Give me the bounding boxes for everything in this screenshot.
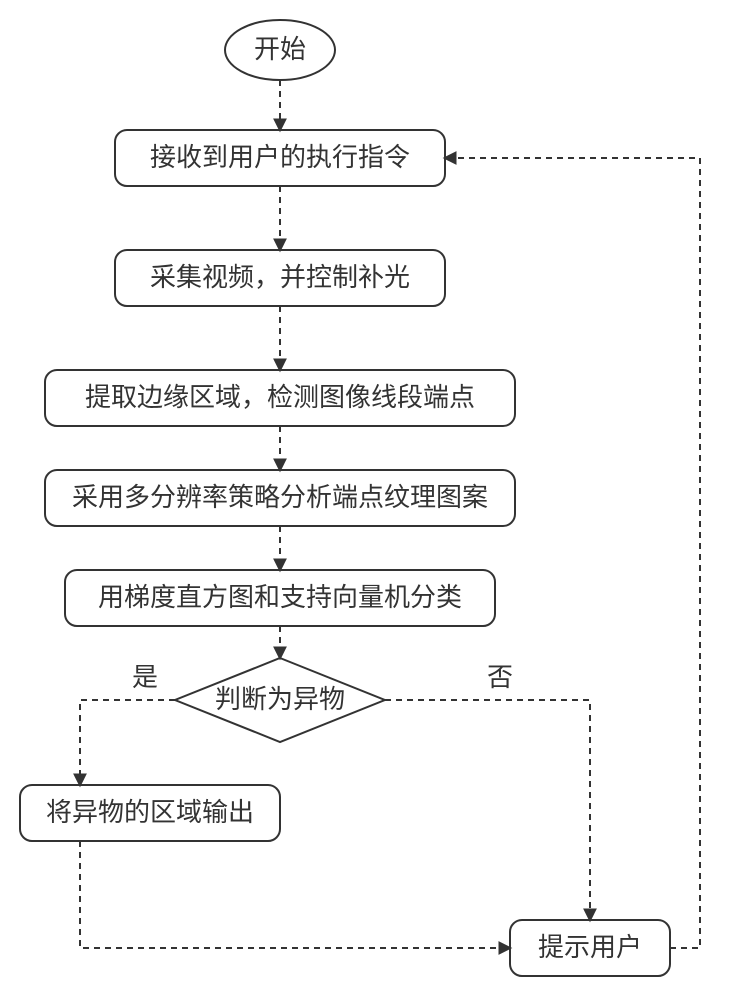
flowchart: 开始接收到用户的执行指令采集视频，并控制补光提取边缘区域，检测图像线段端点采用多… [0,0,734,1000]
node-capture-label: 采集视频，并控制补光 [150,263,410,292]
node-multi-label: 采用多分辨率策略分析端点纹理图案 [72,483,488,512]
node-dec-label: 判断为异物 [215,685,345,714]
node-prompt-label: 提示用户 [538,933,642,962]
node-out-label: 将异物的区域输出 [46,798,254,827]
node-start-label: 开始 [254,35,306,64]
edge-dec-out [80,700,175,785]
edge-prompt-recv [445,158,700,948]
node-edge-label: 提取边缘区域，检测图像线段端点 [85,383,475,412]
edge-label-dec-prompt: 否 [487,663,513,692]
node-svm-label: 用梯度直方图和支持向量机分类 [98,583,462,612]
node-recv-label: 接收到用户的执行指令 [150,143,410,172]
edge-label-dec-out: 是 [132,663,158,692]
edge-dec-prompt [385,700,590,920]
edge-out-prompt [80,841,510,948]
